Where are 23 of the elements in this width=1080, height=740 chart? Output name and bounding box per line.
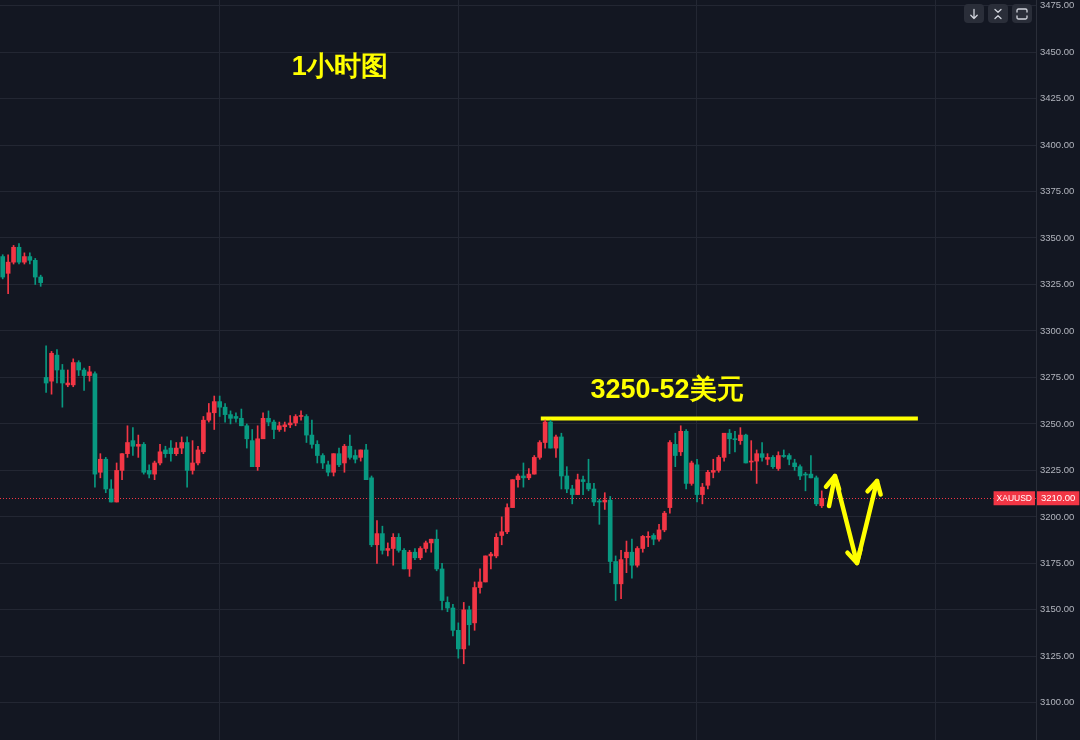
- y-tick-label: 3400.00: [1040, 138, 1075, 150]
- y-tick-label: 3150.00: [1040, 603, 1075, 615]
- y-tick-label: 3175.00: [1040, 556, 1075, 568]
- y-tick-label: 3475.00: [1040, 0, 1075, 11]
- y-tick-label: 3200.00: [1040, 510, 1075, 522]
- ref-line-label: 3250-52美元: [590, 374, 744, 405]
- y-tick-label: 3350.00: [1040, 231, 1075, 243]
- candlestick: [130, 427, 136, 456]
- y-tick-label: 3325.00: [1040, 278, 1075, 290]
- y-tick-label: 3300.00: [1040, 324, 1075, 336]
- annotation: 3210.00: [1041, 491, 1076, 503]
- y-tick-label: 3375.00: [1040, 185, 1075, 197]
- candlestick: [135, 434, 141, 458]
- text: 1小时图: [291, 51, 388, 82]
- y-tick-label: 3275.00: [1040, 371, 1075, 383]
- y-tick-label: 3125.00: [1040, 649, 1075, 661]
- ref-line-label: XAUUSD: [996, 492, 1033, 503]
- y-tick-label: 3450.00: [1040, 45, 1075, 57]
- y-tick-label: 3425.00: [1040, 92, 1075, 104]
- y-tick-label: 3225.00: [1040, 464, 1075, 476]
- y-tick-label: 3100.00: [1040, 696, 1075, 708]
- y-tick-label: 3250.00: [1040, 417, 1075, 429]
- candlestick: [580, 475, 586, 495]
